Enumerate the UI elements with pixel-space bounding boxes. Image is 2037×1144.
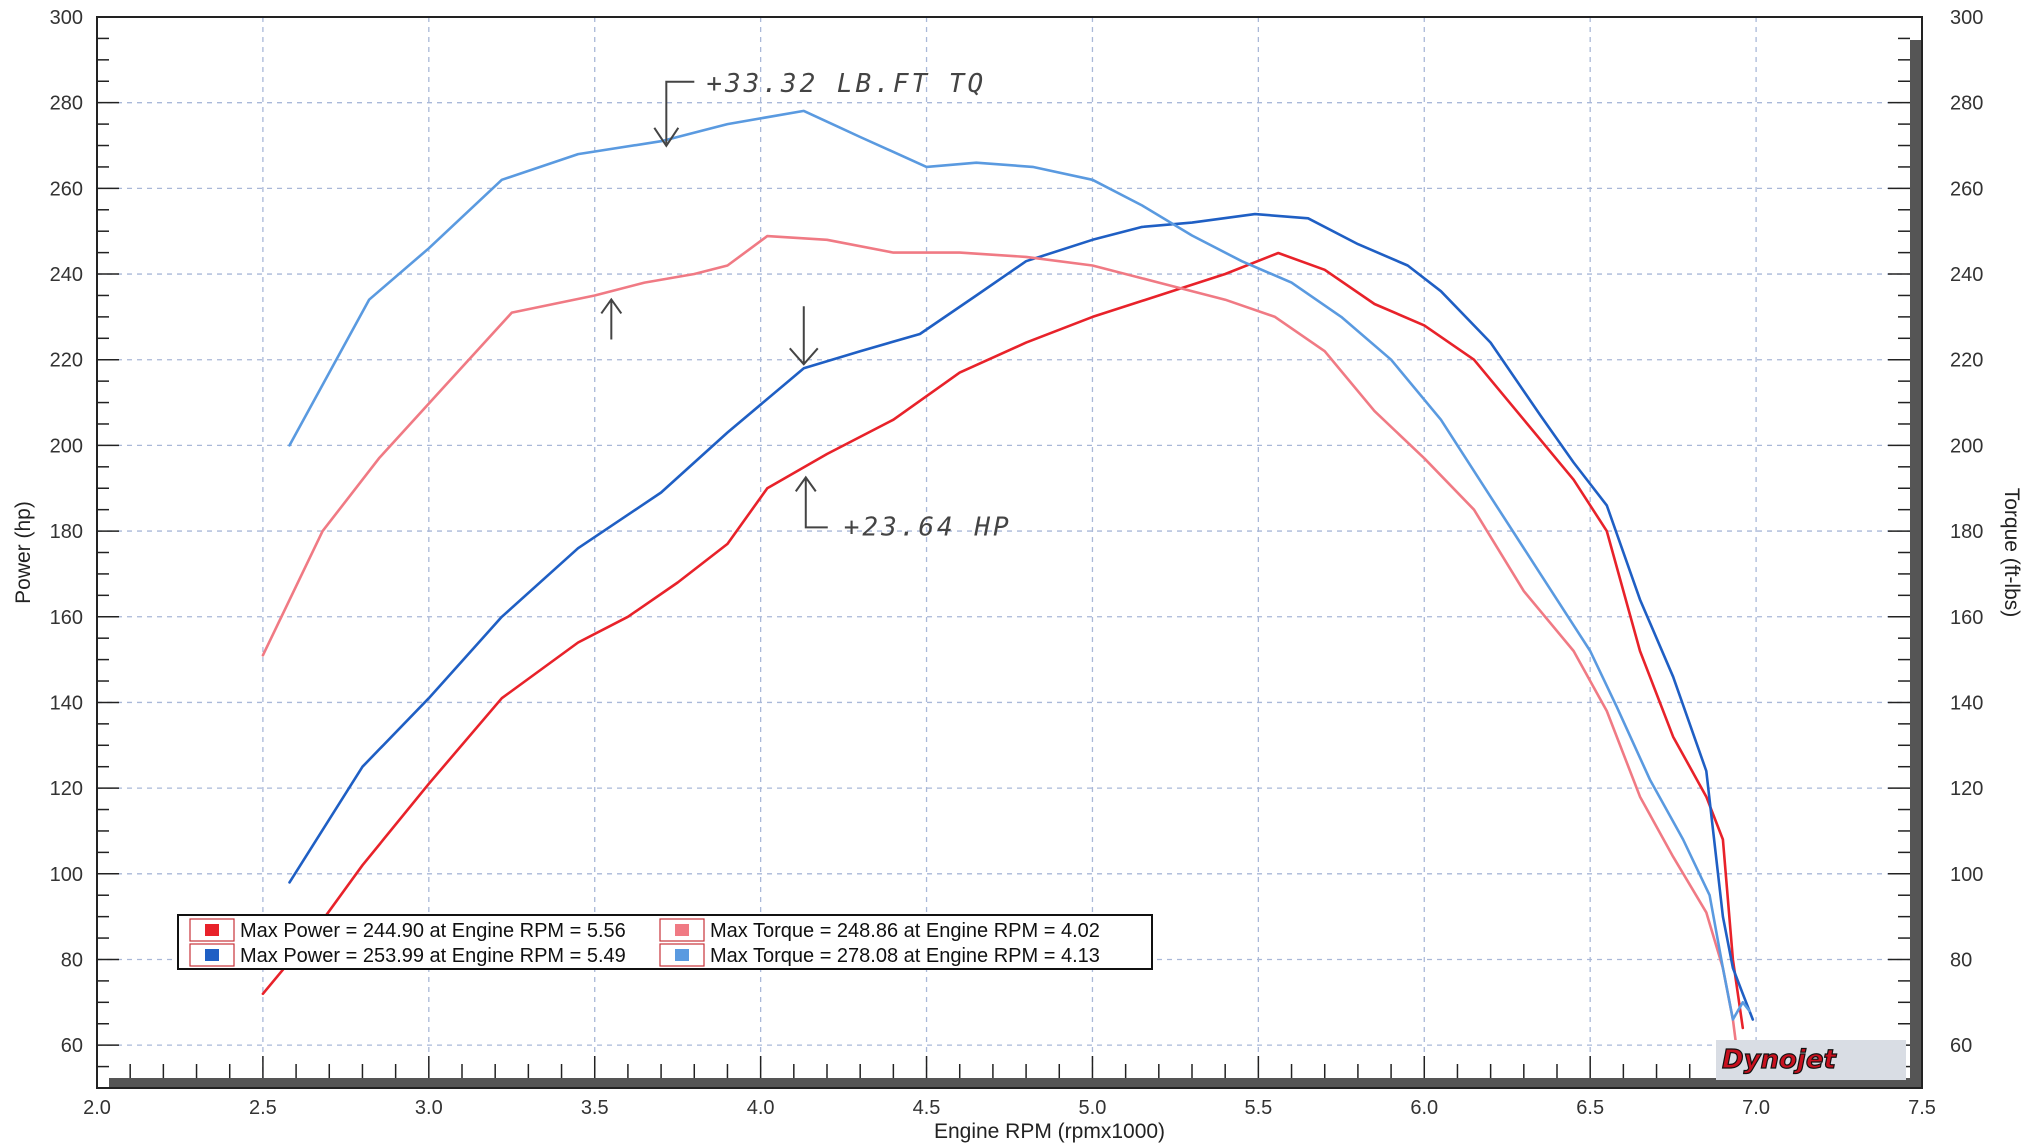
- y-right-tick-label: 60: [1950, 1035, 1972, 1057]
- y-right-tick-label: 200: [1950, 435, 1983, 457]
- y-left-tick-label: 280: [50, 93, 83, 115]
- series-line-power_red: [261, 251, 1745, 1030]
- handwritten-annotations: +33.32 LB.FT TQ +23.64 HP: [600, 69, 1012, 542]
- series-line-torque_blue: [288, 109, 1751, 1021]
- x-tick-label: 2.0: [83, 1097, 111, 1119]
- legend-swatch: [675, 924, 689, 936]
- y-left-tick-label: 100: [50, 864, 83, 886]
- legend-swatch: [205, 924, 219, 936]
- legend-entry-text: Max Power = 253.99 at Engine RPM = 5.49: [240, 945, 626, 967]
- x-tick-label: 5.0: [1079, 1097, 1107, 1119]
- y-right-tick-label: 280: [1950, 93, 1983, 115]
- x-axis-title: Engine RPM (rpmx1000): [934, 1120, 1165, 1143]
- x-tick-label: 6.5: [1576, 1097, 1604, 1119]
- y-right-tick-label: 240: [1950, 264, 1983, 286]
- y-left-tick-label: 220: [50, 350, 83, 372]
- power-base-arrow: [794, 475, 828, 529]
- torque-gain-note: +33.32 LB.FT TQ: [706, 69, 986, 99]
- y-left-tick-label: 60: [61, 1035, 83, 1057]
- y-left-tick-label: 160: [50, 607, 83, 629]
- y-left-tick-label: 240: [50, 264, 83, 286]
- y-right-tick-label: 120: [1950, 778, 1983, 800]
- right-axis-bar: [1910, 40, 1922, 1088]
- series-line-torque_red: [261, 234, 1741, 1073]
- legend-entry-text: Max Torque = 248.86 at Engine RPM = 4.02: [710, 920, 1100, 942]
- x-tick-label: 5.5: [1244, 1097, 1272, 1119]
- y-right-tick-label: 100: [1950, 864, 1983, 886]
- y-axis-right-title: Torque (ft-lbs): [2000, 488, 2023, 618]
- x-tick-label: 6.0: [1410, 1097, 1438, 1119]
- y-left-tick-label: 120: [50, 778, 83, 800]
- legend-entry-text: Max Power = 244.90 at Engine RPM = 5.56: [240, 920, 626, 942]
- legend-entry-text: Max Torque = 278.08 at Engine RPM = 4.13: [710, 945, 1100, 967]
- axis-tick-labels: 2.0 2.5 3.0 3.5 4.0 4.5 5.0 5.5 6.0 6.5 7.0 7.5 60 80…: [50, 7, 1984, 1119]
- data-series: [261, 109, 1755, 1073]
- legend-swatch: [205, 949, 219, 961]
- bottom-axis-bar: [109, 1078, 1922, 1088]
- x-tick-label: 7.0: [1742, 1097, 1770, 1119]
- y-right-tick-label: 220: [1950, 350, 1983, 372]
- legend: Max Power = 244.90 at Engine RPM = 5.56 M…: [177, 914, 1153, 970]
- y-left-tick-label: 180: [50, 521, 83, 543]
- x-tick-label: 4.5: [913, 1097, 941, 1119]
- x-tick-label: 2.5: [249, 1097, 277, 1119]
- x-tick-label: 3.0: [415, 1097, 443, 1119]
- power-gain-arrow: [789, 306, 819, 366]
- power-gain-note: +23.64 HP: [844, 512, 1012, 542]
- x-tick-label: 3.5: [581, 1097, 609, 1119]
- torque-gain-arrow: [665, 80, 695, 144]
- y-right-tick-label: 300: [1950, 7, 1983, 29]
- y-left-tick-label: 80: [61, 949, 83, 971]
- y-right-tick-label: 160: [1950, 607, 1983, 629]
- logo-backplate: [1716, 1040, 1906, 1080]
- dynojet-logo: Dynojet: [1716, 1040, 1906, 1080]
- legend-swatch: [675, 949, 689, 961]
- y-right-tick-label: 260: [1950, 178, 1983, 200]
- x-tick-label: 7.5: [1908, 1097, 1936, 1119]
- y-right-tick-label: 180: [1950, 521, 1983, 543]
- series-line-power_blue: [288, 212, 1755, 1021]
- torque-base-arrow: [600, 297, 623, 340]
- legend-items: Max Power = 244.90 at Engine RPM = 5.56 M…: [189, 918, 1100, 967]
- y-left-tick-label: 300: [50, 7, 83, 29]
- y-right-tick-label: 80: [1950, 949, 1972, 971]
- x-tick-label: 4.0: [747, 1097, 775, 1119]
- torque-gain-arrowhead: [653, 127, 680, 148]
- y-left-tick-label: 260: [50, 178, 83, 200]
- y-left-tick-label: 200: [50, 435, 83, 457]
- y-right-tick-label: 140: [1950, 692, 1983, 714]
- logo-wordmark: Dynojet: [1722, 1045, 1837, 1075]
- y-left-tick-label: 140: [50, 692, 83, 714]
- y-axis-left-title: Power (hp): [12, 501, 35, 604]
- plot-frame: [96, 16, 1923, 1089]
